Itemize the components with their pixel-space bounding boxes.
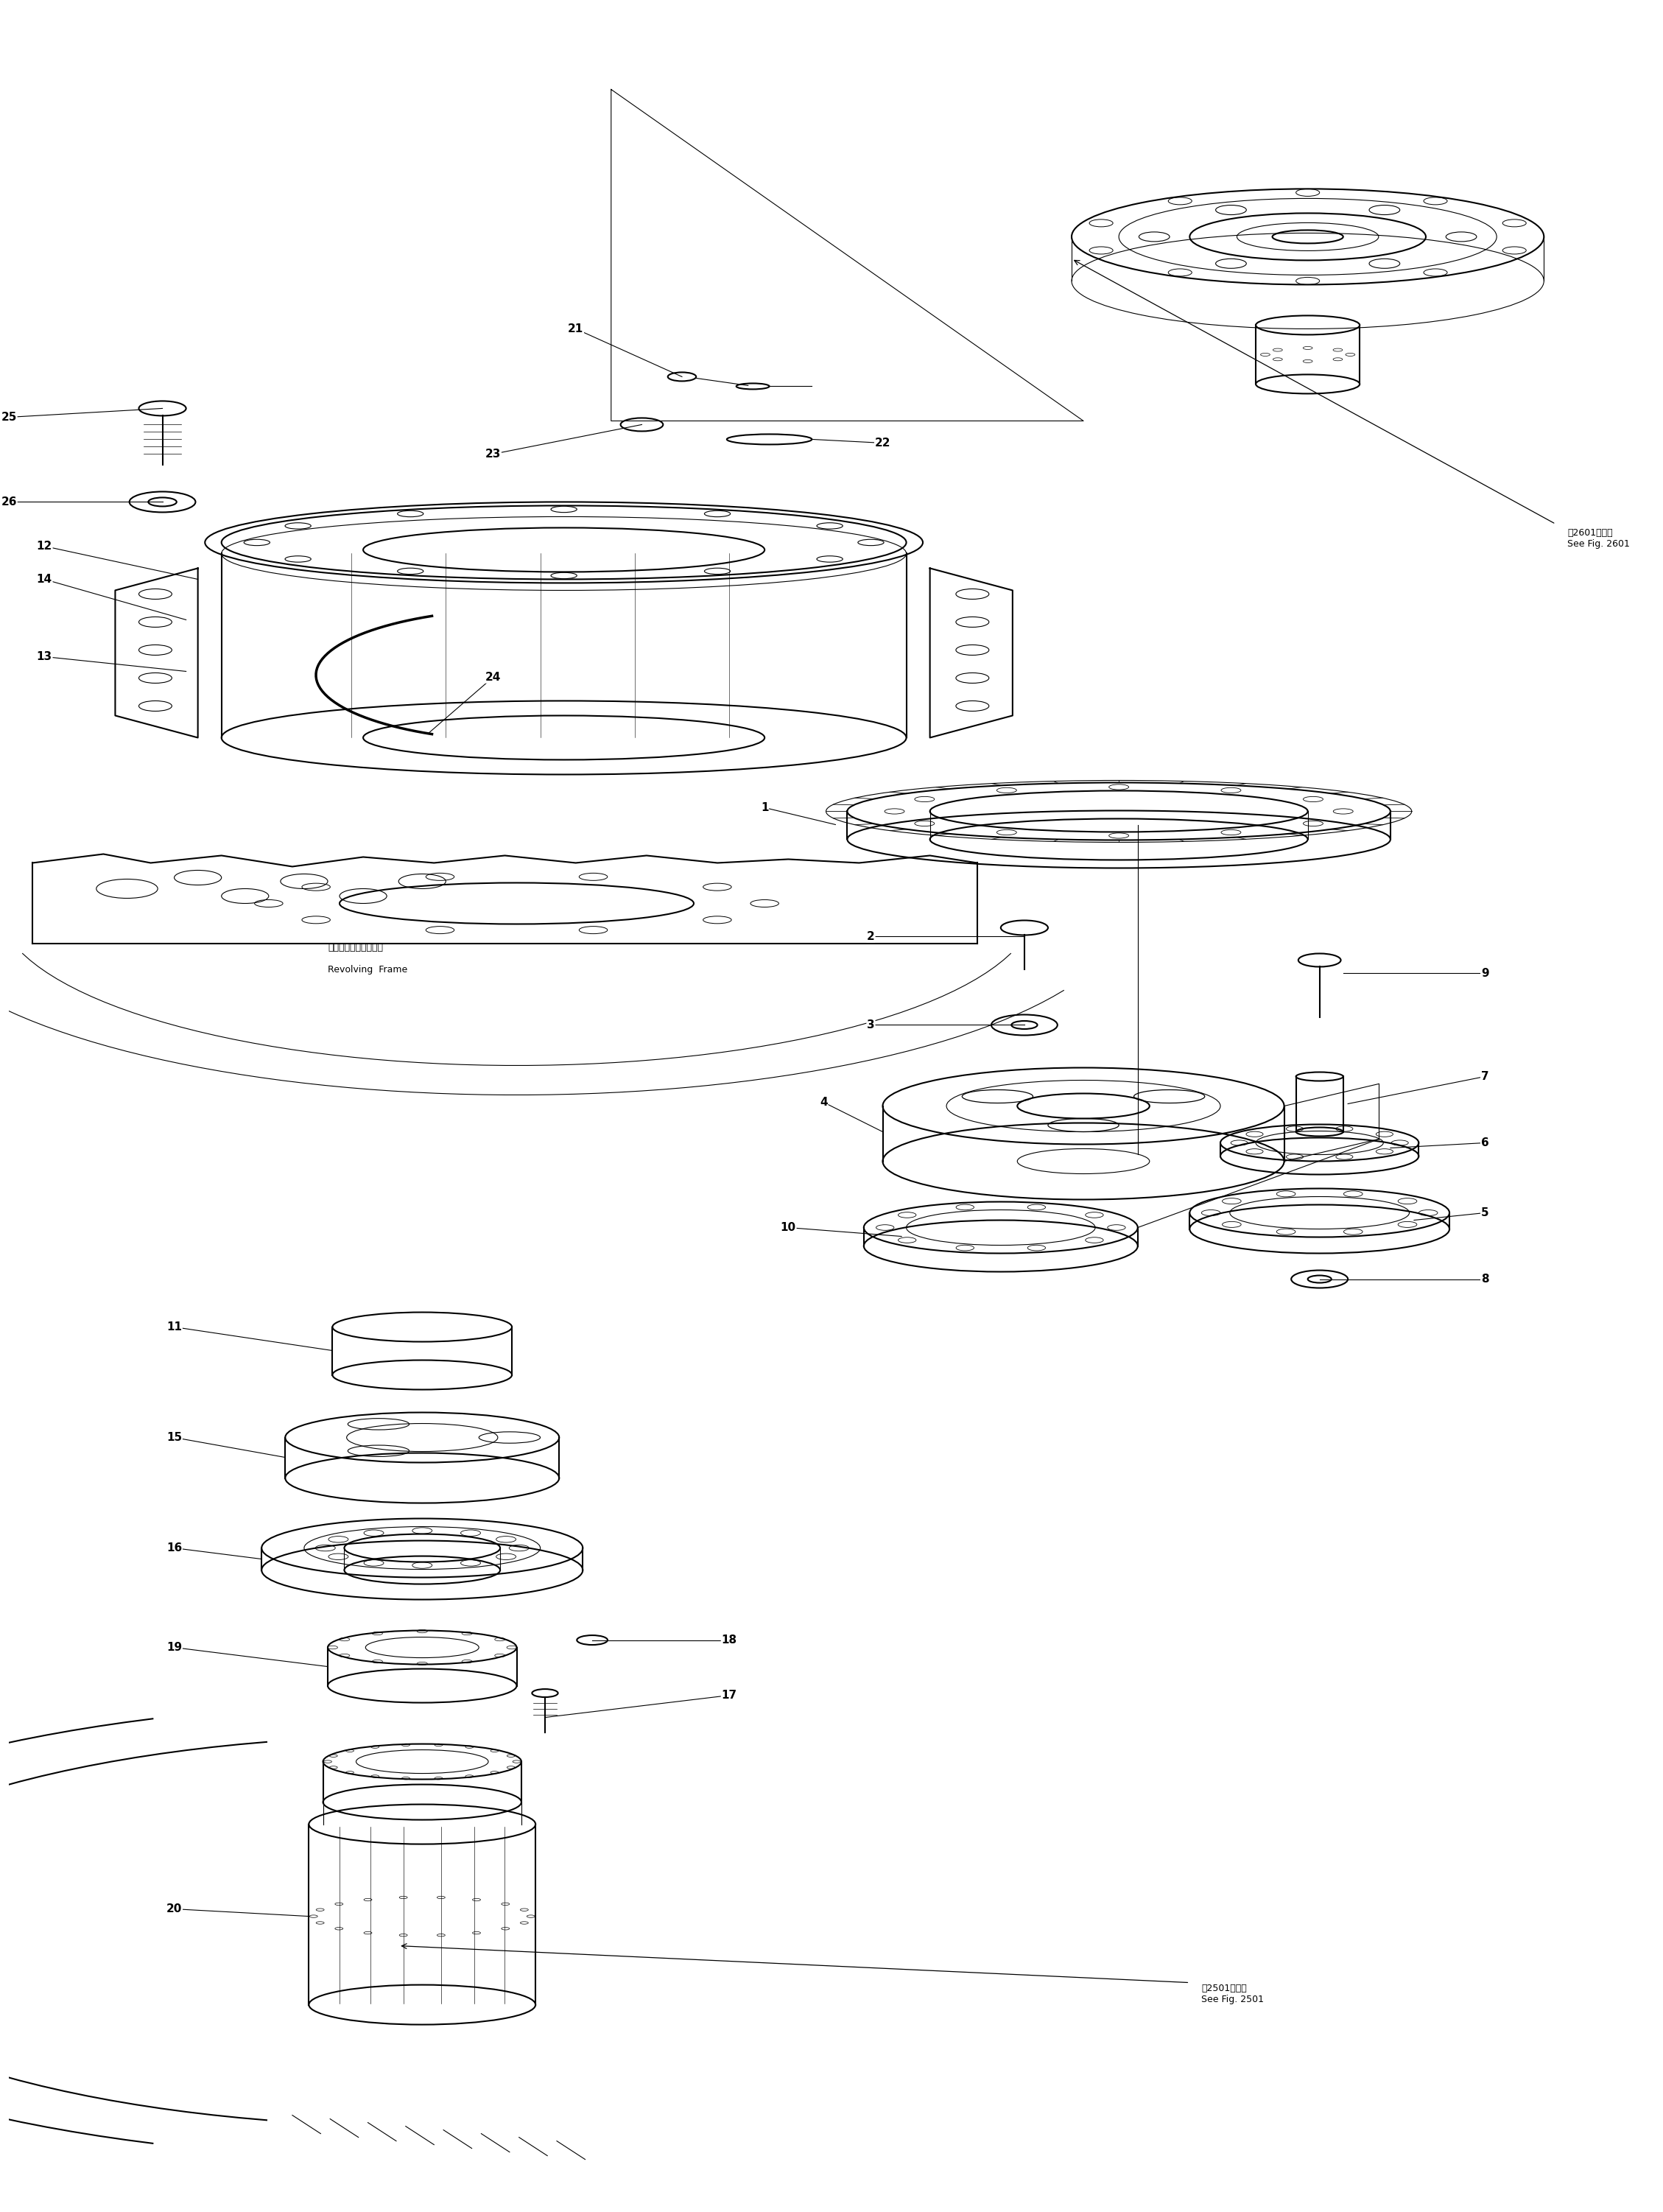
Text: 11: 11	[166, 1321, 181, 1332]
Ellipse shape	[705, 511, 730, 518]
Text: 1: 1	[760, 803, 768, 814]
Text: 3: 3	[866, 1020, 875, 1031]
Text: 24: 24	[486, 672, 501, 684]
Text: 8: 8	[1482, 1274, 1488, 1285]
Text: 10: 10	[780, 1221, 797, 1232]
Ellipse shape	[397, 568, 424, 575]
Ellipse shape	[550, 507, 577, 513]
Text: 18: 18	[722, 1635, 737, 1646]
Ellipse shape	[550, 573, 577, 580]
Text: 4: 4	[820, 1097, 828, 1108]
Text: 26: 26	[2, 495, 17, 507]
Text: 14: 14	[37, 573, 52, 584]
Text: 23: 23	[486, 449, 501, 460]
Ellipse shape	[284, 522, 311, 529]
Text: 13: 13	[37, 650, 52, 661]
Ellipse shape	[817, 522, 843, 529]
Text: レボルビングフレーム: レボルビングフレーム	[328, 942, 382, 953]
Text: 第2601図参照
See Fig. 2601: 第2601図参照 See Fig. 2601	[1568, 529, 1630, 549]
Text: 22: 22	[875, 438, 891, 449]
Text: 19: 19	[166, 1641, 181, 1652]
Ellipse shape	[705, 568, 730, 575]
Text: 6: 6	[1482, 1137, 1488, 1148]
Text: 12: 12	[37, 540, 52, 551]
Ellipse shape	[244, 540, 269, 546]
Text: 7: 7	[1482, 1071, 1488, 1082]
Text: 25: 25	[2, 411, 17, 422]
Text: 16: 16	[166, 1542, 181, 1553]
Ellipse shape	[817, 555, 843, 562]
Ellipse shape	[858, 540, 883, 546]
Ellipse shape	[397, 511, 424, 518]
Text: 9: 9	[1482, 969, 1488, 980]
Text: 21: 21	[567, 323, 584, 334]
Text: 17: 17	[722, 1690, 737, 1701]
Text: 15: 15	[166, 1431, 181, 1442]
Text: 20: 20	[166, 1902, 183, 1913]
Text: 2: 2	[866, 931, 875, 942]
Text: 5: 5	[1482, 1208, 1488, 1219]
Text: Revolving  Frame: Revolving Frame	[328, 964, 407, 975]
Ellipse shape	[284, 555, 311, 562]
Text: 第2501図参照
See Fig. 2501: 第2501図参照 See Fig. 2501	[1201, 1984, 1264, 2004]
